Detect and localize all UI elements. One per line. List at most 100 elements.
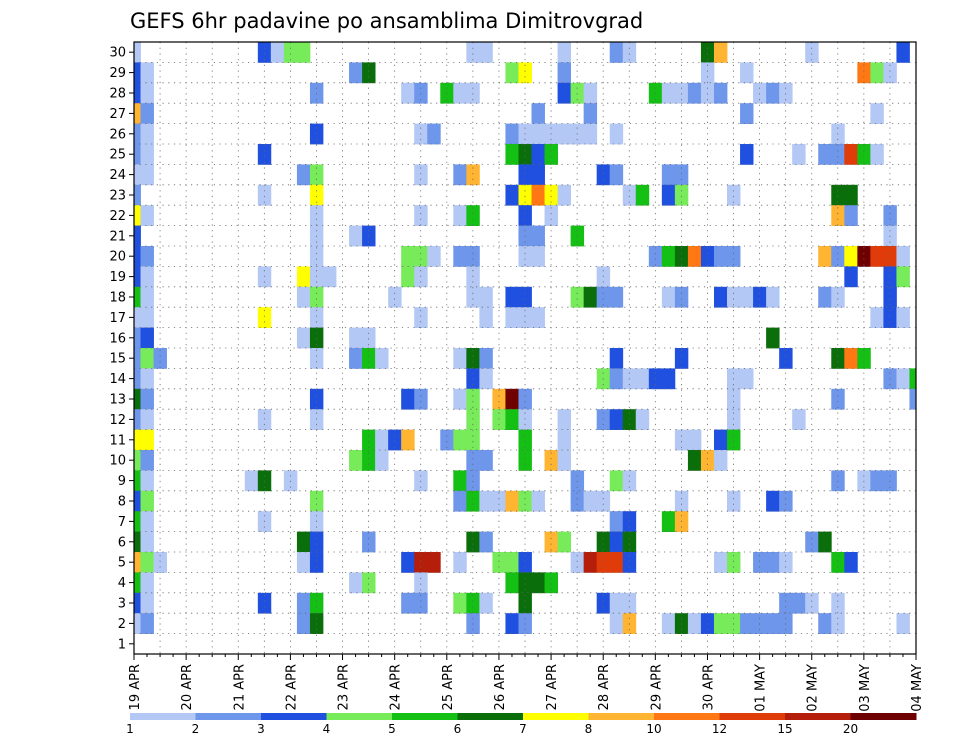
heatmap-cell [818,286,832,308]
legend-swatch [654,713,720,720]
heatmap-cell [831,286,845,308]
heatmap-cell [309,286,324,308]
y-tick-label: 1 [118,637,126,652]
heatmap-cell [531,572,545,594]
heatmap-cell [818,613,832,634]
heatmap-cell [831,470,845,492]
heatmap-cell [844,348,858,369]
heatmap-cell [414,164,428,186]
heatmap-cell [283,470,298,492]
heatmap-cell [134,42,141,63]
heatmap-cell [844,184,858,206]
heatmap-cell [140,409,154,430]
heatmap-cell [518,490,532,512]
heatmap-cell [505,307,519,328]
heatmap-cell [518,388,532,410]
heatmap-cell [505,62,519,84]
heatmap-cell [622,409,637,430]
heatmap-cell [466,205,480,226]
heatmap-cell [622,531,637,553]
heatmap-cell [896,246,910,267]
heatmap-cell [909,388,917,410]
heatmap-cell [140,82,154,104]
legend-label: 15 [777,722,792,736]
heatmap-cell [257,42,272,63]
heatmap-cell [349,62,363,84]
y-tick-label: 18 [109,291,126,306]
heatmap-cell [466,164,480,186]
heatmap-cell [753,286,767,308]
heatmap-cell [727,409,741,430]
heatmap-cell [134,164,141,186]
heatmap-cell [661,286,676,308]
heatmap-cell [134,592,141,614]
heatmap-cell [805,42,819,63]
heatmap-cell [466,82,480,104]
heatmap-cell [700,42,715,63]
x-tick-label: 01 MAY [754,664,769,712]
heatmap-cell [740,62,754,84]
heatmap-cell [505,388,519,410]
heatmap-cell [792,144,806,165]
heatmap-cell [596,286,611,308]
heatmap-cell [401,246,415,267]
heatmap-cell [257,409,272,430]
heatmap-cell [713,286,728,308]
y-tick-label: 3 [118,597,126,612]
heatmap-cell [134,388,141,410]
heatmap-cell [309,552,324,573]
heatmap-cell [674,286,689,308]
heatmap-cell [713,552,728,573]
heatmap-cell [479,531,493,553]
heatmap-cell [492,552,506,573]
heatmap-cell [134,62,141,84]
heatmap-cell [134,531,141,553]
heatmap-cell [818,144,832,165]
heatmap-cell [140,286,154,308]
legend-swatch [850,713,917,720]
heatmap-cell [257,184,272,206]
heatmap-cell [727,490,741,512]
heatmap-cell [427,552,441,573]
heatmap-cell [661,184,676,206]
heatmap-cell [687,429,702,451]
heatmap-cell [518,62,532,84]
heatmap-cell [544,450,558,471]
heatmap-cell [870,103,884,124]
y-tick-label: 14 [109,372,126,387]
x-tick-label: 26 APR [493,664,508,710]
heatmap-cell [466,409,480,430]
heatmap-cell [609,531,624,553]
heatmap-cell [896,307,910,328]
legend-label: 6 [454,722,462,736]
heatmap-cell [622,42,637,63]
heatmap-cell [518,409,532,430]
heatmap-cell [674,82,689,104]
heatmap-cell [674,246,689,267]
heatmap-cell [362,450,376,471]
heatmap-cell [674,184,689,206]
heatmap-cell [140,490,154,512]
heatmap-cell [583,286,598,308]
heatmap-cell [466,246,480,267]
heatmap-cell [518,552,532,573]
heatmap-cell [518,184,532,206]
x-tick-label: 04 MAY [910,664,925,712]
heatmap-cell [453,490,467,512]
heatmap-cell [792,592,806,614]
heatmap-cell [505,144,519,165]
heatmap-cell [583,490,598,512]
heatmap-cell [134,552,141,573]
heatmap-cell [140,144,154,165]
heatmap-cell [635,409,650,430]
y-tick-label: 27 [109,107,126,122]
heatmap-cell [140,123,154,145]
heatmap-cell [661,613,676,634]
heatmap-cell [134,511,141,532]
heatmap-cell [531,144,545,165]
heatmap-cell [583,82,598,104]
heatmap-cell [609,368,624,390]
heatmap-cell [440,429,454,451]
heatmap-cell [713,613,728,634]
heatmap-cell [635,184,650,206]
